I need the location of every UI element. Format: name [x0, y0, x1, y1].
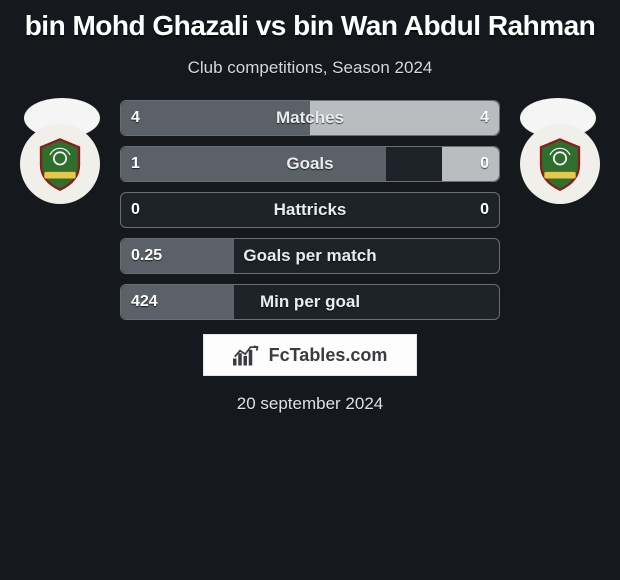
subtitle: Club competitions, Season 2024: [16, 58, 604, 78]
stat-label: Goals: [121, 147, 499, 181]
stat-value-right: 4: [480, 101, 489, 135]
brand-badge[interactable]: FcTables.com: [203, 334, 417, 376]
stat-label: Hattricks: [121, 193, 499, 227]
chart-icon: [233, 344, 261, 366]
stat-bar: 0.25 Goals per match: [120, 238, 500, 274]
stat-row: 4 Matches 4: [16, 100, 604, 136]
stat-label: Matches: [121, 101, 499, 135]
stat-bar: 424 Min per goal: [120, 284, 500, 320]
brand-text: FcTables.com: [269, 345, 388, 366]
date-text: 20 september 2024: [16, 394, 604, 414]
stat-bar: 0 Hattricks 0: [120, 192, 500, 228]
stat-row: 0 Hattricks 0: [16, 192, 604, 228]
comparison-card: bin Mohd Ghazali vs bin Wan Abdul Rahman…: [0, 0, 620, 414]
stat-bar: 4 Matches 4: [120, 100, 500, 136]
stats-block: 4 Matches 4 1 Goals 0 0 Hattricks 0 0.25: [16, 100, 604, 320]
page-title: bin Mohd Ghazali vs bin Wan Abdul Rahman: [16, 10, 604, 42]
stat-value-right: 0: [480, 193, 489, 227]
stat-label: Min per goal: [121, 285, 499, 319]
stat-row: 1 Goals 0: [16, 146, 604, 182]
stat-value-right: 0: [480, 147, 489, 181]
stat-row: 424 Min per goal: [16, 284, 604, 320]
stat-bar: 1 Goals 0: [120, 146, 500, 182]
stat-row: 0.25 Goals per match: [16, 238, 604, 274]
stat-label: Goals per match: [121, 239, 499, 273]
